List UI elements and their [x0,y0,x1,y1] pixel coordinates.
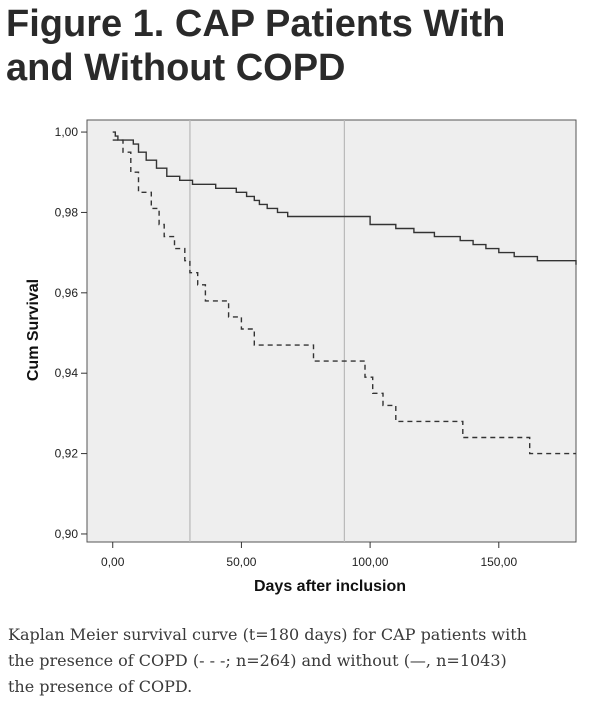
reference-lines [189,120,345,542]
figure-title-line-2: and Without COPD [6,47,346,89]
caption-line-2: the presence of COPD (- - -; n=264) and … [8,651,507,670]
y-axis-title: Cum Survival [25,279,42,381]
y-tick-label: 0,94 [55,366,79,380]
y-tick-label: 0,92 [55,447,79,461]
x-tick-label: 50,00 [226,555,256,569]
y-tick-label: 0,98 [55,205,79,219]
survival-chart: 0,00 50,00 100,00 150,00 0,90 0,92 0,94 0,96 0,9… [0,110,600,610]
figure-caption: Kaplan Meier survival curve (t=180 days)… [8,622,593,700]
survival-curves [112,131,577,455]
plot-area [86,119,577,543]
y-tick-label: 0,90 [55,527,79,541]
x-tick-label: 150,00 [480,555,517,569]
caption-line-3: the presence of COPD. [8,677,193,696]
y-tick-label: 1,00 [55,125,79,139]
x-tick-label: 0,00 [101,555,125,569]
plot-background [86,119,577,543]
no-copd-curve [112,131,577,265]
figure-title-line-1: Figure 1. CAP Patients With [6,3,506,45]
x-axis-title: Days after inclusion [254,578,406,595]
survival-chart-svg: 0,00 50,00 100,00 150,00 0,90 0,92 0,94 0,96 0,9… [25,119,577,595]
figure-title: Figure 1. CAP Patients With and Without … [6,2,596,90]
y-tick-label: 0,96 [55,286,79,300]
caption-line-1: Kaplan Meier survival curve (t=180 days)… [8,625,527,644]
axes: 0,00 50,00 100,00 150,00 0,90 0,92 0,94 0,96 0,9… [55,125,518,569]
x-tick-label: 100,00 [352,555,389,569]
